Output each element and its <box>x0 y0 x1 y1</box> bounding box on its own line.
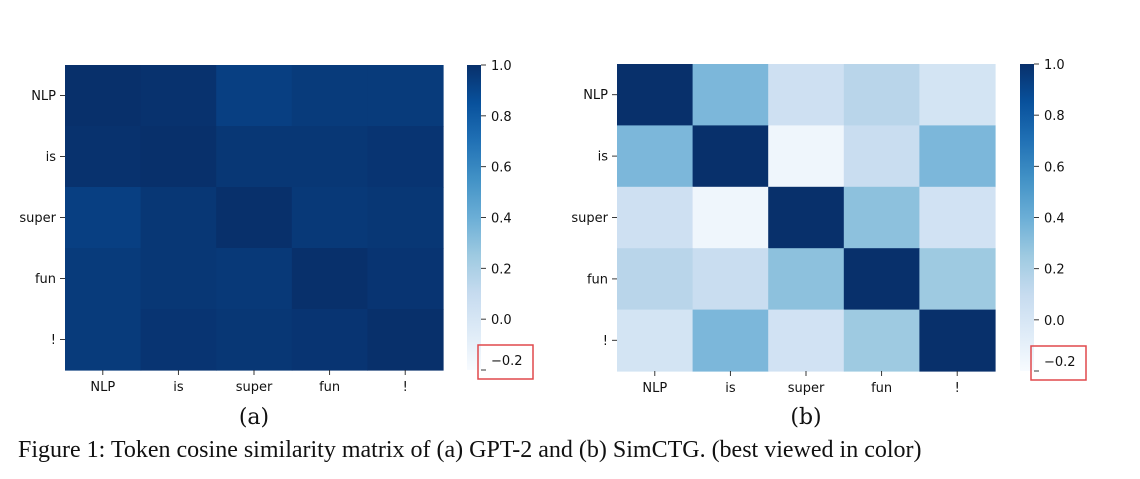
heatmap-cell <box>291 309 368 371</box>
x-tick-label: super <box>236 380 273 395</box>
y-tick-label: fun <box>587 272 608 287</box>
heatmap-cell <box>140 248 217 310</box>
colorbar-tick-label: 0.8 <box>1044 109 1065 124</box>
heatmap-panel-b: NLP is super fun! NLP is super fun ! 1.0 0.8 0.6 0.4… <box>571 58 1087 430</box>
heatmap-cell <box>65 309 142 371</box>
heatmap-cell <box>65 126 142 188</box>
heatmap-cell <box>216 309 293 371</box>
heatmap-cell <box>140 187 217 249</box>
heatmap-cell <box>692 125 769 188</box>
heatmap-cell <box>617 186 694 249</box>
heatmap-cell <box>768 64 845 126</box>
heatmap-cell <box>692 186 769 249</box>
heatmap-cell <box>367 248 444 310</box>
heatmap-cell <box>843 64 920 126</box>
colorbar <box>467 65 481 370</box>
colorbar-tick-label: 0.0 <box>491 313 512 328</box>
heatmap-cell <box>291 65 368 127</box>
x-tick-label: fun <box>319 380 340 395</box>
x-tick-label: ! <box>403 380 408 395</box>
colorbar-tick-label: 0.8 <box>491 110 512 125</box>
heatmap-cell <box>919 186 996 249</box>
heatmap-cell <box>216 65 293 127</box>
figure-caption: Figure 1: Token cosine similarity matrix… <box>18 437 922 463</box>
x-tick-label: ! <box>955 381 960 396</box>
y-tick-label: super <box>19 211 56 226</box>
heatmap-panel-a: NLP is super fun! NLP is super fun ! 1.0 0.8 0.6 0.4… <box>19 59 534 430</box>
colorbar-tick-label: −0.2 <box>1044 355 1076 370</box>
y-tick-label: NLP <box>583 88 608 103</box>
heatmap-cell <box>65 65 142 127</box>
colorbar-tick-label: 0.4 <box>1044 212 1065 227</box>
heatmap-cell <box>617 125 694 188</box>
heatmap-cell <box>216 126 293 188</box>
heatmap-cell <box>140 65 217 127</box>
colorbar-tick-label: −0.2 <box>491 354 523 369</box>
x-tick-label: NLP <box>90 380 115 395</box>
x-tick-label: fun <box>871 381 892 396</box>
heatmap-cell <box>692 64 769 126</box>
y-tick-label: is <box>598 150 609 165</box>
heatmap-cell <box>291 126 368 188</box>
heatmap-cell <box>617 64 694 126</box>
subfigure-label: (a) <box>239 405 269 430</box>
heatmap-cell <box>291 187 368 249</box>
heatmap-cell <box>216 248 293 310</box>
heatmap-cell <box>140 126 217 188</box>
heatmap-cell <box>919 125 996 188</box>
colorbar-tick-label: 1.0 <box>1044 58 1065 73</box>
y-tick-label: ! <box>603 334 608 349</box>
colorbar-tick-label: 0.2 <box>491 262 512 277</box>
colorbar-tick-label: 0.6 <box>491 161 512 176</box>
y-tick-label: ! <box>51 333 56 348</box>
heatmap-cell <box>843 125 920 188</box>
heatmap-cell <box>617 248 694 311</box>
heatmap-cell <box>367 126 444 188</box>
heatmap-cell <box>919 309 996 372</box>
y-tick-label: NLP <box>31 89 56 104</box>
heatmap-cell <box>367 65 444 127</box>
y-tick-label: super <box>571 211 608 226</box>
heatmap-cell <box>843 248 920 311</box>
heatmap-cell <box>692 309 769 372</box>
heatmap-cell <box>617 309 694 372</box>
heatmap-cell <box>216 187 293 249</box>
colorbar-tick-label: 1.0 <box>491 59 512 74</box>
heatmap-cell <box>291 248 368 310</box>
heatmap-cell <box>65 187 142 249</box>
heatmap-cell <box>140 309 217 371</box>
heatmap-cell <box>919 64 996 126</box>
x-tick-label: is <box>173 380 184 395</box>
heatmap-cell <box>843 309 920 372</box>
x-tick-label: is <box>725 381 736 396</box>
heatmap-cell <box>768 248 845 311</box>
colorbar <box>1020 64 1034 371</box>
y-tick-label: is <box>46 150 57 165</box>
heatmap-cell <box>367 309 444 371</box>
heatmap-cell <box>768 186 845 249</box>
colorbar-tick-label: 0.6 <box>1044 160 1065 175</box>
heatmap-cell <box>768 309 845 372</box>
y-tick-label: fun <box>35 272 56 287</box>
heatmap-cell <box>367 187 444 249</box>
heatmap-cell <box>65 248 142 310</box>
heatmap-cell <box>768 125 845 188</box>
heatmap-cell <box>919 248 996 311</box>
heatmap-cell <box>692 248 769 311</box>
colorbar-tick-label: 0.2 <box>1044 263 1065 278</box>
x-tick-label: NLP <box>642 381 667 396</box>
heatmap-cell <box>843 186 920 249</box>
x-tick-label: super <box>788 381 825 396</box>
colorbar-tick-label: 0.4 <box>491 212 512 227</box>
subfigure-label: (b) <box>790 405 821 430</box>
highlight-box <box>1030 345 1087 381</box>
highlight-box <box>477 344 534 380</box>
colorbar-tick-label: 0.0 <box>1044 314 1065 329</box>
